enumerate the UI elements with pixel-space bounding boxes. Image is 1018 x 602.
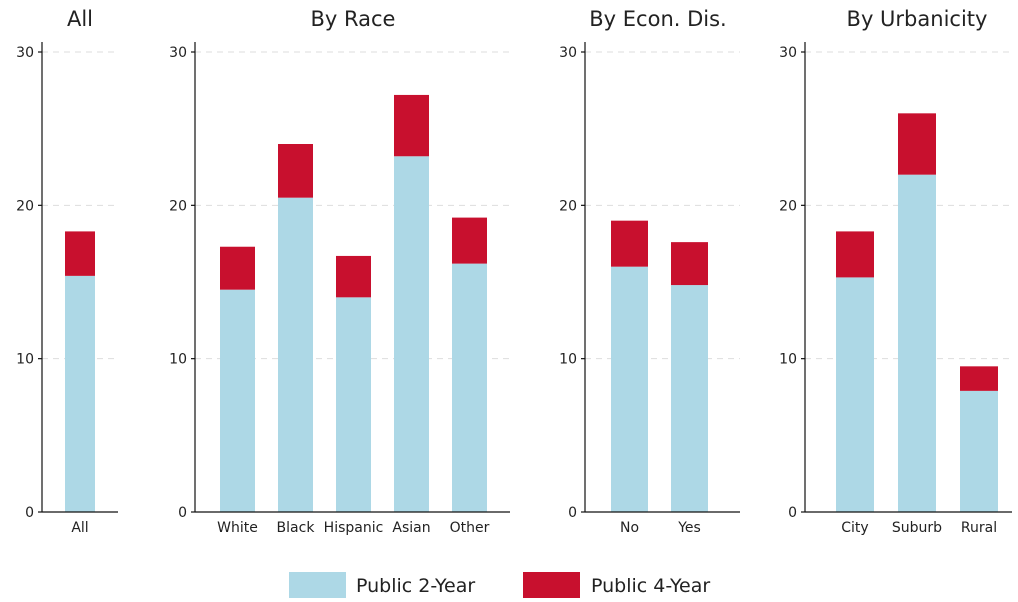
y-tick-label-0: 0 [568,505,577,521]
panel-title-by-urbanicity: By Urbanicity [847,7,988,31]
x-tick-label-white: White [217,520,258,536]
bar-hispanic-public-4-year [336,255,371,298]
x-tick-label-black: Black [277,520,316,536]
y-tick-label-30: 30 [559,45,577,61]
y-tick-label-10: 10 [16,352,34,368]
x-tick-label-other: Other [450,520,490,536]
panel-title-all: All [67,7,93,31]
x-tick-label-suburb: Suburb [892,520,942,536]
bar-asian-public-2-year [394,156,429,512]
bar-no-public-4-year [611,220,648,267]
y-tick-label-30: 30 [16,45,34,61]
bar-no-public-2-year [611,266,648,512]
panel-title-by-race: By Race [311,7,396,31]
bar-black-public-2-year [278,197,313,512]
bar-asian-public-4-year [394,94,429,157]
x-tick-label-yes: Yes [677,520,701,536]
bar-yes-public-2-year [671,285,708,512]
panel-all: All 0 10 20 30 All [16,7,118,536]
legend-swatch-public-4-year [523,572,580,598]
bar-suburb-public-4-year [898,113,936,175]
bar-white-public-2-year [220,289,255,512]
bar-all-public-2-year [65,275,95,512]
x-tick-label-all: All [71,520,88,536]
legend-swatch-public-2-year [289,572,346,598]
legend-label-public-4-year: Public 4-Year [591,575,710,597]
bar-hispanic-public-2-year [336,297,371,512]
y-tick-label-10: 10 [169,352,187,368]
panel-title-by-econ-dis: By Econ. Dis. [589,7,726,31]
panel-by-urbanicity: By Urbanicity 0 10 20 30 City Suburb Rural [779,7,1012,536]
y-tick-label-10: 10 [779,352,797,368]
bar-all-public-4-year [65,231,95,276]
legend-label-public-2-year: Public 2-Year [356,575,475,597]
bar-rural-public-4-year [960,366,998,391]
panel-by-race: By Race 0 10 20 30 White Black Hispanic Asian Oth… [169,7,510,536]
x-tick-label-city: City [841,520,868,536]
y-tick-label-20: 20 [779,198,797,214]
bar-other-public-4-year [452,217,487,264]
bar-city-public-2-year [836,277,874,512]
y-tick-label-20: 20 [559,198,577,214]
y-tick-label-0: 0 [788,505,797,521]
chart-panels: All 0 10 20 30 All By Race 0 10 20 30 White Black His… [16,7,1012,536]
y-tick-label-0: 0 [25,505,34,521]
legend: Public 2-Year Public 4-Year [289,572,710,598]
x-tick-label-hispanic: Hispanic [324,520,384,536]
y-tick-label-10: 10 [559,352,577,368]
y-tick-label-0: 0 [178,505,187,521]
bar-black-public-4-year [278,144,313,198]
y-tick-label-20: 20 [169,198,187,214]
bar-other-public-2-year [452,263,487,512]
y-tick-label-30: 30 [169,45,187,61]
panel-by-econ-dis: By Econ. Dis. 0 10 20 30 No Yes [559,7,740,536]
x-tick-label-rural: Rural [961,520,997,536]
bar-rural-public-2-year [960,390,998,512]
x-tick-label-asian: Asian [392,520,430,536]
x-tick-label-no: No [620,520,639,536]
bar-white-public-4-year [220,246,255,290]
bar-suburb-public-2-year [898,174,936,512]
y-tick-label-20: 20 [16,198,34,214]
y-tick-label-30: 30 [779,45,797,61]
bar-yes-public-4-year [671,242,708,286]
bar-city-public-4-year [836,231,874,278]
